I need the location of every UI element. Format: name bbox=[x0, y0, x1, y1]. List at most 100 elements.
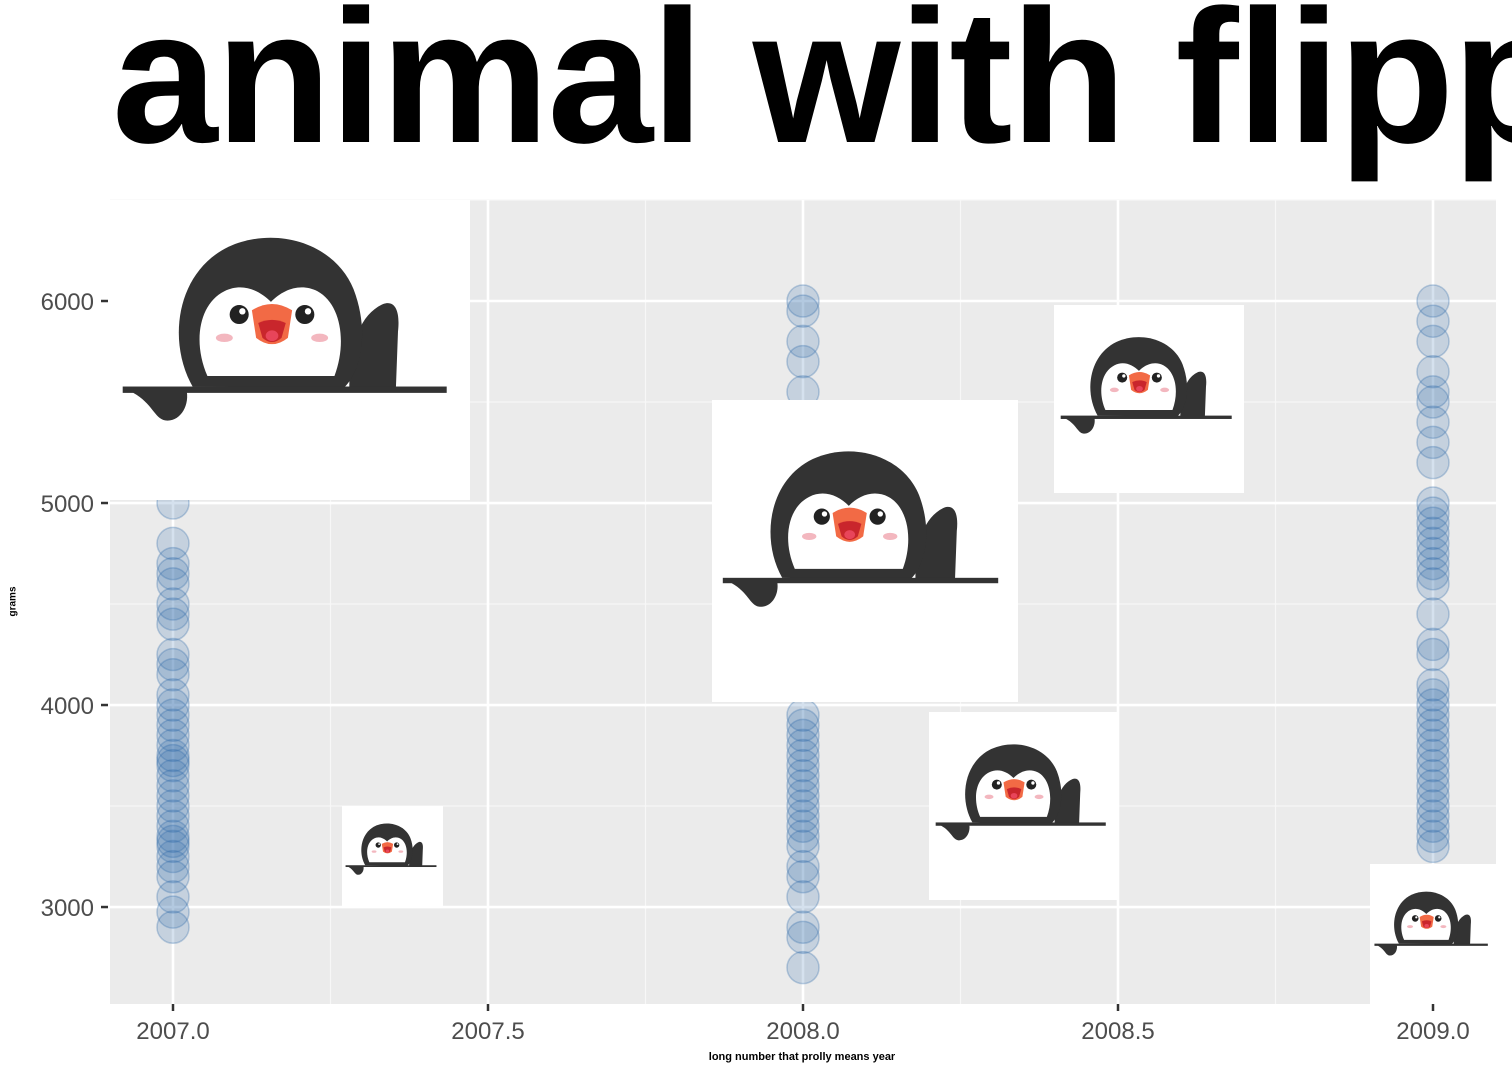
data-point bbox=[786, 284, 820, 318]
x-tick-label: 2007.5 bbox=[451, 1018, 524, 1045]
data-point bbox=[156, 647, 190, 682]
data-point bbox=[156, 748, 190, 783]
data-point bbox=[156, 728, 190, 763]
penguin-sticker-icon bbox=[929, 739, 1118, 841]
data-point bbox=[156, 849, 190, 884]
data-point bbox=[1416, 688, 1450, 722]
data-point bbox=[786, 698, 820, 732]
data-point bbox=[786, 728, 820, 763]
data-point bbox=[1416, 738, 1450, 773]
data-point bbox=[156, 789, 190, 823]
data-point bbox=[156, 743, 190, 778]
data-point bbox=[786, 344, 820, 379]
data-point bbox=[1416, 708, 1450, 742]
data-point bbox=[1416, 445, 1450, 480]
data-point bbox=[786, 769, 820, 803]
penguin-sticker-icon bbox=[110, 227, 470, 421]
penguin-sticker-icon bbox=[1054, 331, 1244, 434]
data-point bbox=[1416, 799, 1450, 833]
data-point bbox=[156, 597, 190, 631]
data-point bbox=[1416, 526, 1450, 561]
data-point bbox=[1416, 516, 1450, 551]
data-point bbox=[156, 880, 190, 914]
data-points bbox=[156, 284, 1450, 985]
data-point bbox=[1416, 496, 1450, 530]
data-point bbox=[786, 819, 820, 854]
data-point bbox=[156, 799, 190, 833]
penguin-sticker-icon bbox=[342, 820, 443, 875]
data-point bbox=[786, 718, 820, 753]
data-point bbox=[156, 526, 190, 561]
data-point bbox=[786, 880, 820, 914]
data-point bbox=[786, 809, 820, 843]
data-point bbox=[1416, 425, 1450, 460]
data-point bbox=[156, 839, 190, 874]
data-point bbox=[156, 546, 190, 581]
data-point bbox=[156, 779, 190, 813]
data-point bbox=[786, 799, 820, 833]
data-point bbox=[156, 678, 190, 712]
data-point bbox=[1416, 556, 1450, 591]
data-point bbox=[156, 688, 190, 722]
data-point bbox=[156, 859, 190, 894]
data-point bbox=[1416, 536, 1450, 571]
data-point bbox=[786, 758, 820, 793]
data-point bbox=[156, 698, 190, 732]
x-tick-label: 2008.0 bbox=[766, 1018, 839, 1045]
data-point bbox=[156, 895, 190, 929]
data-point bbox=[156, 769, 190, 803]
data-point bbox=[786, 920, 820, 955]
data-point bbox=[1416, 304, 1450, 338]
x-tick-label: 2007.0 bbox=[136, 1018, 209, 1045]
data-point bbox=[156, 657, 190, 692]
data-point bbox=[786, 324, 820, 359]
data-point bbox=[1416, 627, 1450, 662]
penguin-stickers bbox=[110, 200, 1496, 1004]
chart-title: animal with flipp bbox=[112, 0, 1512, 183]
data-point bbox=[156, 809, 190, 843]
data-point bbox=[156, 587, 190, 621]
x-tick-label: 2009.0 bbox=[1396, 1018, 1469, 1045]
data-point bbox=[1416, 284, 1450, 318]
data-point bbox=[786, 910, 820, 944]
data-point bbox=[786, 950, 820, 985]
data-point bbox=[1416, 405, 1450, 439]
data-point bbox=[1416, 597, 1450, 631]
data-point bbox=[786, 748, 820, 783]
data-point bbox=[156, 819, 190, 854]
data-point bbox=[1416, 728, 1450, 763]
data-point bbox=[1416, 637, 1450, 672]
data-point bbox=[1416, 718, 1450, 753]
data-point bbox=[156, 910, 190, 944]
data-point bbox=[156, 829, 190, 864]
data-point bbox=[156, 567, 190, 601]
data-point bbox=[156, 708, 190, 742]
x-axis-label: long number that prolly means year bbox=[708, 1051, 896, 1063]
data-point bbox=[1416, 758, 1450, 793]
data-point bbox=[1416, 546, 1450, 581]
data-point bbox=[1416, 354, 1450, 389]
data-point bbox=[1416, 567, 1450, 601]
data-point bbox=[1416, 748, 1450, 783]
data-point bbox=[156, 556, 190, 591]
data-point bbox=[1416, 819, 1450, 854]
penguin-sticker-icon bbox=[712, 442, 1018, 607]
x-tick-label: 2008.5 bbox=[1081, 1018, 1154, 1045]
data-point bbox=[1416, 324, 1450, 359]
data-point bbox=[1416, 809, 1450, 843]
data-point bbox=[156, 718, 190, 753]
data-point bbox=[156, 738, 190, 773]
data-point bbox=[1416, 678, 1450, 712]
data-point bbox=[156, 824, 190, 859]
data-point bbox=[156, 637, 190, 672]
data-point bbox=[156, 758, 190, 793]
y-tick-label: 6000 bbox=[41, 289, 94, 316]
y-tick-label: 5000 bbox=[41, 491, 94, 518]
data-point bbox=[1416, 668, 1450, 702]
y-tick-label: 3000 bbox=[41, 895, 94, 922]
data-point bbox=[1416, 698, 1450, 732]
data-point bbox=[786, 738, 820, 773]
data-point bbox=[1416, 486, 1450, 520]
data-point bbox=[1416, 779, 1450, 813]
